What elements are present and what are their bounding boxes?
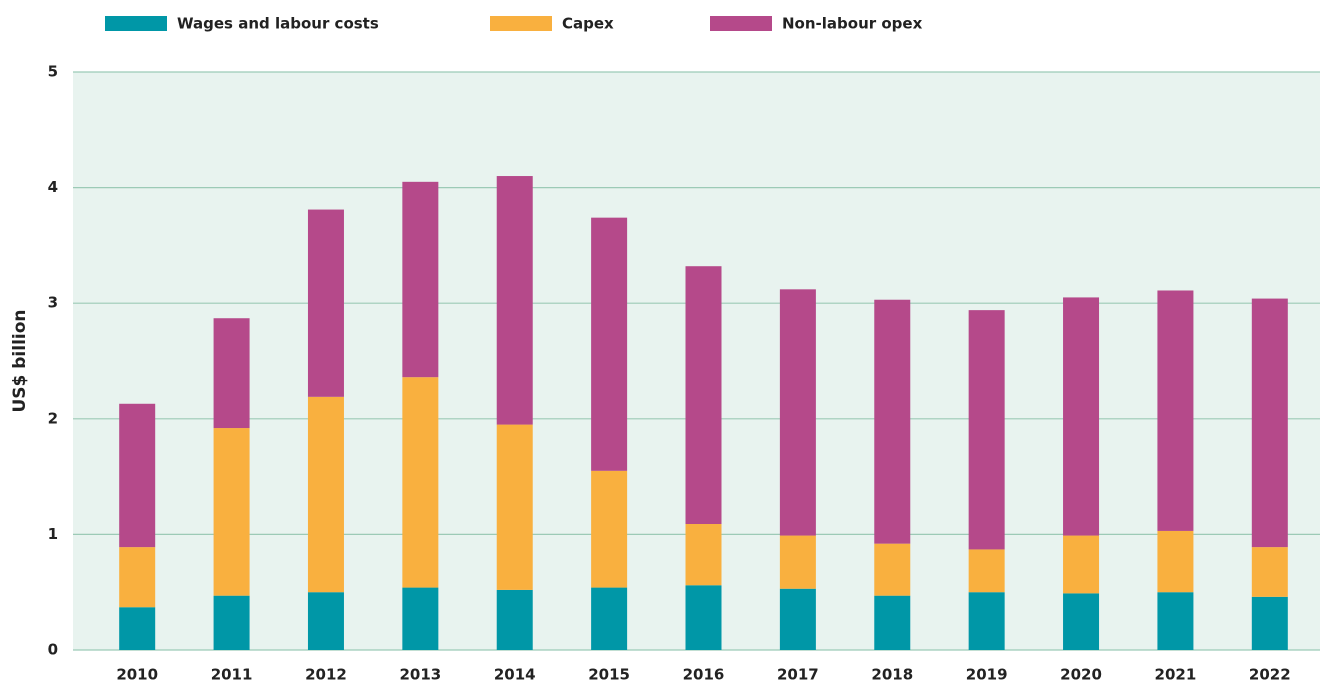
bar-segment bbox=[779, 535, 816, 589]
legend-label: Capex bbox=[562, 15, 614, 33]
x-tick-label: 2017 bbox=[777, 666, 819, 684]
bar-segment bbox=[1063, 593, 1100, 650]
bar-segment bbox=[779, 588, 816, 650]
bar-segment bbox=[1157, 592, 1194, 650]
bar-segment bbox=[402, 181, 439, 378]
x-tick-label: 2013 bbox=[399, 666, 441, 684]
bar-segment bbox=[874, 299, 911, 544]
y-tick-label: 1 bbox=[48, 525, 58, 543]
bar-segment bbox=[968, 549, 1005, 593]
x-tick-label: 2021 bbox=[1155, 666, 1197, 684]
bar-segment bbox=[591, 217, 628, 471]
bar-segment bbox=[968, 310, 1005, 550]
bar-segment bbox=[591, 587, 628, 650]
bar-segment bbox=[119, 607, 156, 650]
bar-segment bbox=[119, 403, 156, 548]
bar-segment bbox=[307, 592, 344, 650]
bar-segment bbox=[1251, 298, 1288, 548]
legend-label: Non-labour opex bbox=[782, 15, 923, 33]
bar-segment bbox=[1251, 596, 1288, 650]
bar-segment bbox=[119, 547, 156, 608]
y-tick-label: 2 bbox=[48, 409, 58, 427]
y-tick-label: 4 bbox=[48, 178, 58, 196]
bar-segment bbox=[213, 318, 250, 429]
bar-segment bbox=[685, 585, 722, 650]
bar-segment bbox=[213, 595, 250, 650]
bar-segment bbox=[213, 428, 250, 596]
legend-swatch bbox=[490, 16, 552, 31]
bar-segment bbox=[1251, 547, 1288, 597]
bar-segment bbox=[874, 595, 911, 650]
bar-segment bbox=[307, 396, 344, 593]
bar-segment bbox=[496, 176, 533, 425]
y-tick-label: 5 bbox=[48, 63, 58, 81]
bar-segment bbox=[307, 209, 344, 397]
x-tick-label: 2022 bbox=[1249, 666, 1291, 684]
legend-swatch bbox=[105, 16, 167, 31]
bar-segment bbox=[402, 587, 439, 650]
bar-segment bbox=[779, 289, 816, 536]
x-tick-label: 2018 bbox=[871, 666, 913, 684]
x-tick-label: 2012 bbox=[305, 666, 347, 684]
bar-segment bbox=[968, 592, 1005, 650]
bar-segment bbox=[496, 589, 533, 650]
x-tick-label: 2011 bbox=[211, 666, 253, 684]
y-tick-label: 3 bbox=[48, 294, 58, 312]
bar-segment bbox=[1157, 290, 1194, 531]
x-tick-label: 2019 bbox=[966, 666, 1008, 684]
legend-label: Wages and labour costs bbox=[177, 15, 379, 33]
bar-segment bbox=[874, 543, 911, 596]
y-tick-label: 0 bbox=[48, 641, 58, 659]
bar-segment bbox=[1063, 297, 1100, 536]
bar-segment bbox=[1063, 535, 1100, 594]
bar-segment bbox=[685, 523, 722, 586]
x-tick-label: 2010 bbox=[116, 666, 158, 684]
bar-segment bbox=[1157, 530, 1194, 593]
legend-swatch bbox=[710, 16, 772, 31]
x-tick-label: 2016 bbox=[683, 666, 725, 684]
bar-segment bbox=[496, 424, 533, 590]
x-tick-label: 2020 bbox=[1060, 666, 1102, 684]
x-tick-label: 2014 bbox=[494, 666, 536, 684]
x-tick-label: 2015 bbox=[588, 666, 630, 684]
bar-segment bbox=[591, 470, 628, 588]
bar-segment bbox=[402, 377, 439, 588]
bar-segment bbox=[685, 266, 722, 524]
y-axis-label: US$ billion bbox=[10, 309, 30, 412]
